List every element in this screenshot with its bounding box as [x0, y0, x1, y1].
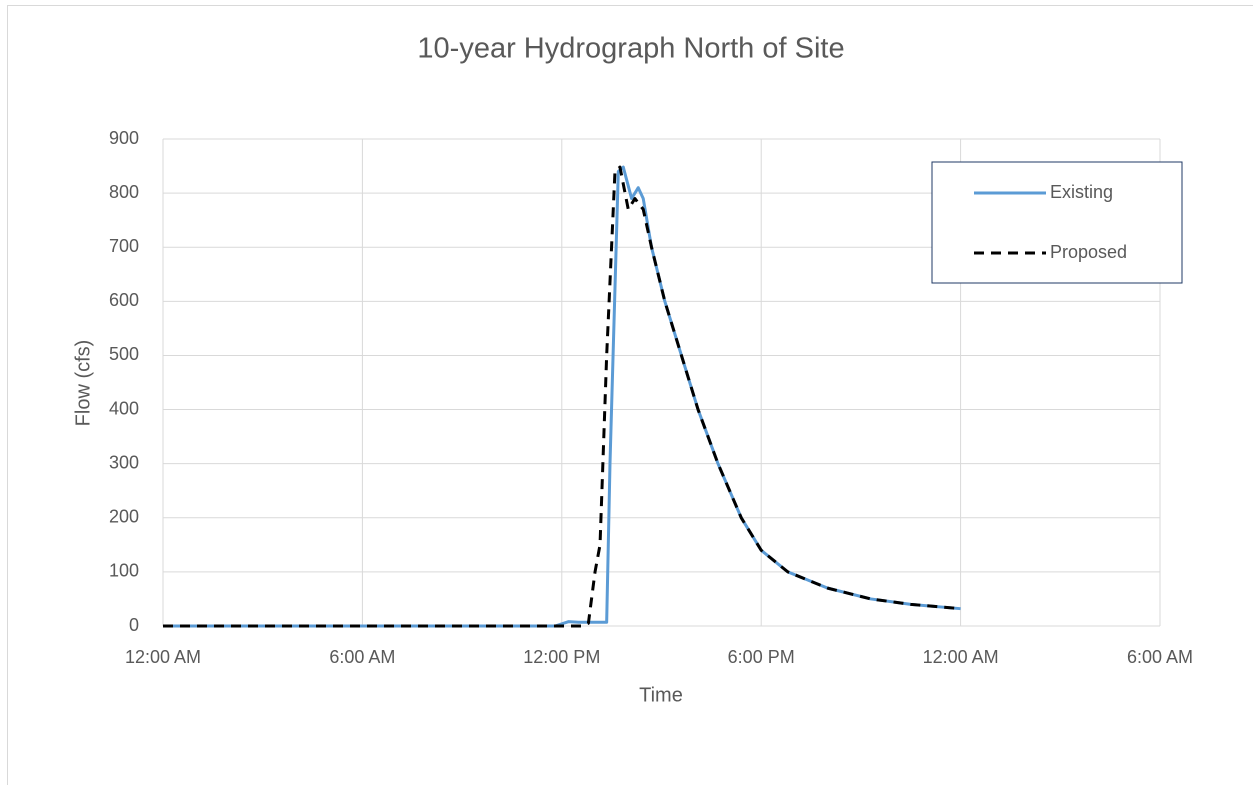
x-tick-label: 6:00 AM [1127, 647, 1193, 667]
y-tick-label: 400 [109, 398, 139, 418]
y-tick-label: 600 [109, 290, 139, 310]
y-tick-label: 0 [129, 615, 139, 635]
x-tick-label: 6:00 AM [329, 647, 395, 667]
y-tick-label: 900 [109, 128, 139, 148]
x-axis-label: Time [639, 684, 683, 706]
y-tick-label: 800 [109, 182, 139, 202]
y-tick-label: 300 [109, 452, 139, 472]
y-tick-label: 200 [109, 507, 139, 527]
x-tick-label: 12:00 AM [923, 647, 999, 667]
y-tick-label: 500 [109, 344, 139, 364]
y-tick-label: 700 [109, 236, 139, 256]
chart-border [7, 5, 1253, 785]
x-tick-label: 12:00 AM [125, 647, 201, 667]
y-tick-label: 100 [109, 561, 139, 581]
x-tick-label: 6:00 PM [728, 647, 795, 667]
legend-label: Proposed [1050, 242, 1127, 262]
legend-box [931, 161, 1183, 284]
x-tick-label: 12:00 PM [523, 647, 600, 667]
chart-title: 10-year Hydrograph North of Site [417, 33, 844, 65]
line-series [163, 165, 961, 628]
y-axis-label: Flow (cfs) [72, 340, 94, 427]
legend-label: Existing [1050, 182, 1113, 202]
